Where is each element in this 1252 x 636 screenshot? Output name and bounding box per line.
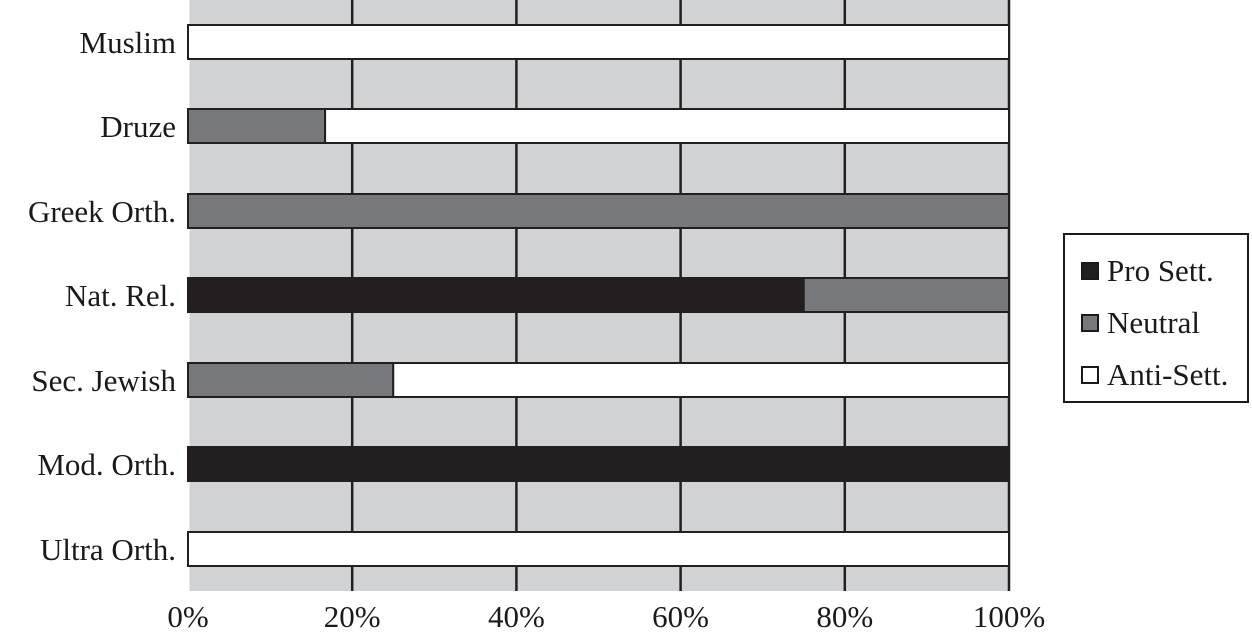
bar-segments bbox=[187, 24, 1010, 567]
bar-segment bbox=[187, 531, 1010, 567]
x-tick-label: 100% bbox=[973, 599, 1045, 634]
legend-label-pro: Pro Sett. bbox=[1107, 253, 1214, 288]
category-label: Ultra Orth. bbox=[40, 532, 176, 567]
legend-swatch-pro bbox=[1081, 262, 1099, 280]
legend-label-neutral: Neutral bbox=[1107, 305, 1200, 340]
legend-item-neutral: Neutral bbox=[1081, 297, 1247, 349]
bar-segment bbox=[187, 277, 805, 313]
category-label: Muslim bbox=[80, 25, 176, 60]
category-label: Mod. Orth. bbox=[37, 447, 176, 482]
legend: Pro Sett. Neutral Anti-Sett. bbox=[1063, 233, 1249, 403]
legend-swatch-anti bbox=[1081, 366, 1099, 384]
legend-item-anti: Anti-Sett. bbox=[1081, 349, 1247, 401]
x-tick-label: 60% bbox=[652, 599, 709, 634]
x-tick-labels: 0% 20% 40% 60% 80% 100% bbox=[167, 599, 1045, 634]
x-tick-label: 0% bbox=[167, 599, 208, 634]
category-labels: Muslim Druze Greek Orth. Nat. Rel. Sec. Jewi… bbox=[28, 25, 177, 567]
category-label: Nat. Rel. bbox=[65, 278, 176, 313]
bar-segment bbox=[392, 362, 1010, 398]
x-tick-label: 20% bbox=[324, 599, 381, 634]
legend-swatch-neutral bbox=[1081, 314, 1099, 332]
bar-segment bbox=[324, 108, 1010, 144]
bar-segment bbox=[802, 277, 1010, 313]
category-label: Druze bbox=[100, 109, 176, 144]
bar-segment bbox=[187, 193, 1010, 229]
bar-segment bbox=[187, 24, 1010, 60]
category-label: Sec. Jewish bbox=[31, 363, 176, 398]
legend-label-anti: Anti-Sett. bbox=[1107, 357, 1229, 392]
bar-segment bbox=[187, 108, 327, 144]
x-tick-label: 40% bbox=[488, 599, 545, 634]
bar-segment bbox=[187, 446, 1010, 482]
category-label: Greek Orth. bbox=[28, 194, 176, 229]
bar-segment bbox=[187, 362, 395, 398]
x-tick-label: 80% bbox=[816, 599, 873, 634]
legend-item-pro: Pro Sett. bbox=[1081, 245, 1247, 297]
